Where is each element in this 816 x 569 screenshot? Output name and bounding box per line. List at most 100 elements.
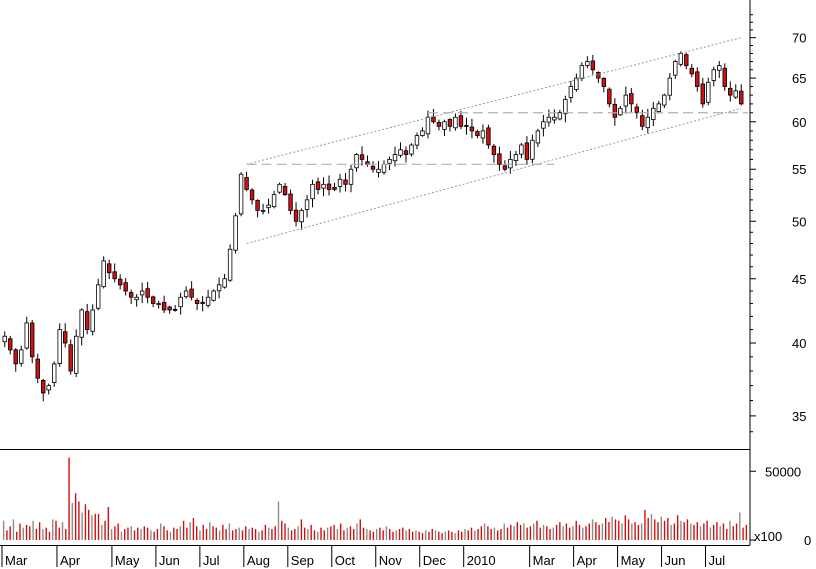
candle [79,308,84,346]
candle-body [629,93,634,105]
candle [348,164,354,193]
candle [711,66,716,87]
candle-body [288,193,293,211]
candle [249,188,255,205]
candle [326,175,332,196]
candle-body [645,116,651,129]
candle [381,160,387,175]
candle-body [689,67,694,75]
candle [739,84,744,106]
candle [409,143,414,157]
candle [90,304,95,336]
date-axis: Mar Apr May Jun Jul Aug Sep Oct Nov Dec 2010 Mar Apr… [0,545,750,568]
candle [596,71,601,83]
candle-body [579,65,585,79]
candle [238,172,244,217]
candle-body [271,194,277,208]
candle [194,298,200,311]
candle [216,277,222,299]
candle-body [304,199,310,210]
candle [156,300,161,309]
candle-body [90,309,95,332]
candle-body [216,284,222,292]
candle-body [475,131,480,136]
candle-body [486,127,491,146]
channel-overlay [246,37,748,245]
candle [145,281,150,304]
candle [502,160,508,172]
candle-body [552,116,557,121]
candle [695,67,700,92]
candle-body [458,115,464,127]
candle [667,72,672,101]
candle [574,73,579,92]
candle [52,361,57,387]
candle [563,95,568,123]
candle [475,129,480,139]
candle [288,189,293,215]
candle [700,77,705,108]
candle [255,199,260,218]
candle [728,81,733,102]
candle-body [409,144,414,155]
price-axis: 35 40 45 50 55 60 65 70 [0,0,806,545]
channel-lower-line [246,107,742,245]
candle [310,179,315,208]
candle [403,146,409,163]
candle [590,54,596,75]
candle [370,161,376,173]
date-tick-label: Apr [60,553,81,568]
candle [200,296,205,312]
price-panel [2,51,744,402]
candle [376,160,381,178]
price-tick-label: 55 [792,162,806,177]
candle [35,353,40,384]
date-tick-label: Jul [203,553,220,568]
candle [134,294,139,307]
candle-body [348,168,354,185]
candle-body [106,263,112,274]
candle [546,109,552,127]
candle-body [447,119,453,127]
candle-body [172,308,178,311]
candle-body [46,385,51,391]
candle [469,118,475,139]
candle [447,118,453,132]
candle-body [41,379,46,394]
date-tick-label: Oct [335,553,356,568]
price-tick-label: 60 [792,115,806,130]
candle-body [535,130,541,144]
date-tick-label: Mar [533,553,556,568]
candle-body [233,215,238,251]
price-tick-label: 40 [792,336,806,351]
candle [524,136,530,165]
candle-body [387,159,392,164]
candle-body [189,288,194,298]
candle-body [425,116,431,135]
candle-body [376,168,381,173]
candle [260,203,266,215]
candle-body [123,282,128,292]
candle-body [321,183,326,189]
candle-body [222,278,227,288]
candle-body [513,154,519,161]
candle-body [381,163,387,173]
candle-body [370,165,376,170]
candle-body [711,69,716,81]
candle-body [420,130,425,136]
candle-body [546,116,552,123]
candle-body [183,290,189,298]
candle [271,190,277,209]
candle-body [128,292,134,298]
candle-body [139,290,145,296]
candle [63,323,68,348]
candle [354,153,359,172]
candle-body [117,278,123,286]
candle-body [74,335,79,374]
candle [618,105,623,116]
candle-body [337,178,343,187]
candle-body [453,116,458,129]
candle [189,281,194,301]
candle-body [282,185,288,196]
candle [706,77,711,106]
